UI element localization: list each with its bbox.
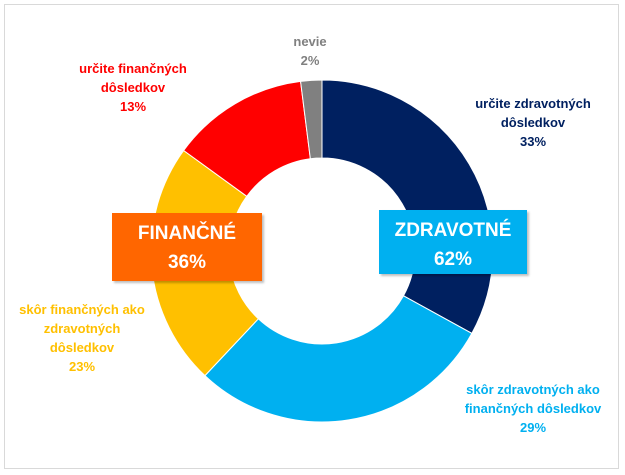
slice-label-skor-zdravotnych: skôr zdravotných ako finančných dôsledko… (464, 382, 602, 435)
donut-slice-4 (300, 79, 323, 160)
slice-label-urcite-financnych: určite finančných dôsledkov 13% (79, 61, 187, 114)
slice-label-nevie: nevie 2% (293, 34, 327, 68)
slice-label-urcite-zdravotnych: určite zdravotných dôsledkov 33% (475, 96, 591, 149)
group-box-zdravotne: ZDRAVOTNÉ 62% (379, 210, 527, 274)
slice-label-skor-financnych: skôr finančných ako zdravotných dôsledko… (19, 302, 145, 374)
group-box-financne: FINANČNÉ 36% (112, 213, 262, 281)
donut-slice-1 (204, 295, 473, 423)
